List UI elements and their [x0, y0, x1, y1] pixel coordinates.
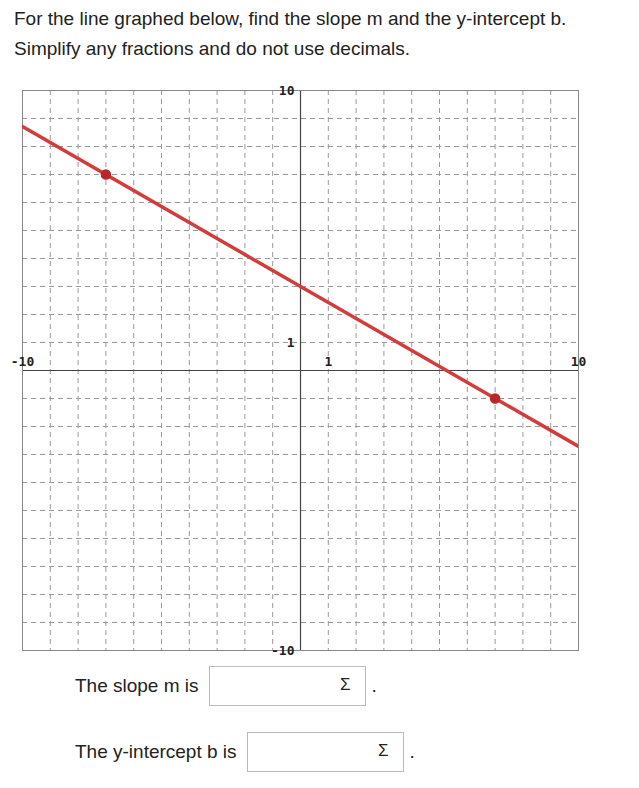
svg-text:10: 10: [571, 354, 587, 369]
html-text:Σ: Σ: [340, 675, 351, 694]
svg-text:1: 1: [287, 335, 295, 350]
html-text:Σ: Σ: [378, 741, 389, 760]
svg-text:-10: -10: [271, 643, 295, 658]
svg-text:10: 10: [279, 83, 295, 98]
svg-text:-10: -10: [11, 354, 35, 369]
html-text:Simplify any fractions and do: Simplify any fractions and do not use de…: [14, 38, 410, 59]
html-text:For the line graphed below, fi: For the line graphed below, find the slo…: [14, 8, 567, 29]
html-text:The y-intercept b is: The y-intercept b is: [75, 741, 237, 762]
svg-text:1: 1: [324, 354, 332, 369]
html-text:The slope m is: The slope m is: [75, 675, 199, 696]
